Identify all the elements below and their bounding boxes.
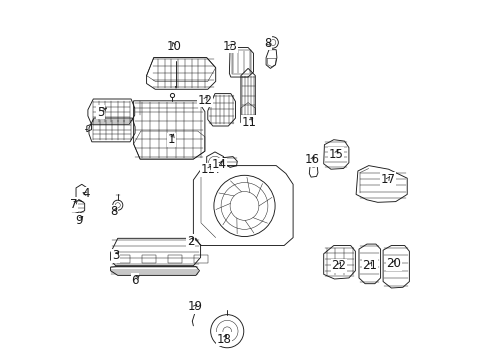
Bar <box>117 255 130 263</box>
Text: 5: 5 <box>97 106 104 119</box>
Text: 13: 13 <box>222 40 237 53</box>
Text: 11: 11 <box>201 163 216 176</box>
Bar <box>194 255 207 263</box>
Text: 3: 3 <box>112 249 119 262</box>
Text: 2: 2 <box>186 235 194 248</box>
Text: 21: 21 <box>362 259 377 272</box>
Text: 4: 4 <box>82 187 90 200</box>
Text: 18: 18 <box>217 333 231 346</box>
Text: 8: 8 <box>264 37 271 50</box>
Bar <box>142 255 156 263</box>
Text: 9: 9 <box>75 214 82 227</box>
Text: 10: 10 <box>166 40 182 53</box>
Text: 8: 8 <box>110 205 118 218</box>
Text: 14: 14 <box>211 158 226 171</box>
Text: 17: 17 <box>380 173 394 186</box>
Text: 22: 22 <box>331 259 346 272</box>
Text: 12: 12 <box>197 94 212 107</box>
Bar <box>168 255 182 263</box>
Text: 11: 11 <box>242 116 257 129</box>
Text: 1: 1 <box>168 133 175 146</box>
Text: 16: 16 <box>304 153 319 166</box>
Text: 20: 20 <box>386 257 400 270</box>
Text: 19: 19 <box>187 300 202 313</box>
Text: 6: 6 <box>131 274 139 287</box>
Bar <box>231 50 250 74</box>
Text: 7: 7 <box>70 198 77 211</box>
Text: 15: 15 <box>328 148 343 161</box>
